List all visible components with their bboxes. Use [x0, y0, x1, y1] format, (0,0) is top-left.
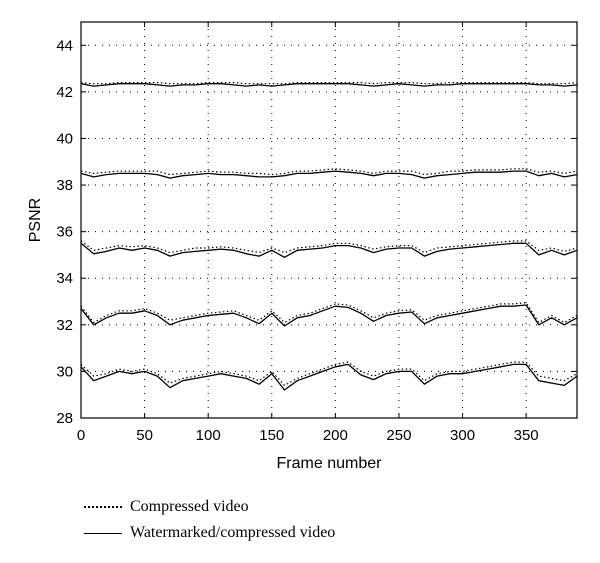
y-tick-label: 36	[56, 224, 73, 241]
y-axis-title: PSNR	[27, 198, 44, 242]
x-axis-title: Frame number	[277, 455, 383, 472]
grid-lines	[81, 22, 577, 418]
y-tick-label: 40	[56, 130, 73, 147]
x-tick-label: 300	[450, 427, 475, 444]
legend-swatch-solid	[84, 532, 122, 534]
legend-swatch-dotted	[84, 506, 122, 508]
y-tick-label: 32	[56, 317, 73, 334]
legend-entry-watermarked: Watermarked/compressed video	[84, 520, 335, 546]
legend-label: Compressed video	[130, 498, 249, 515]
y-tick-label: 34	[56, 270, 73, 287]
x-tick-labels: 0 50 100 150 200 250 300 350	[77, 427, 539, 444]
x-tick-label: 100	[196, 427, 221, 444]
series-level-5-watermarked	[80, 363, 578, 391]
series-level-4-watermarked	[80, 304, 578, 327]
series-level-2-watermarked	[80, 170, 578, 179]
series-layer	[80, 81, 578, 391]
series-level-3-compressed	[80, 240, 578, 254]
x-tick-label: 350	[514, 427, 539, 444]
x-tick-label: 200	[323, 427, 348, 444]
y-tick-label: 38	[56, 177, 73, 194]
axis-ticks	[80, 22, 577, 419]
y-tick-labels: 28 30 32 34 36 38 40 42 44	[56, 37, 73, 427]
y-tick-label: 42	[56, 84, 73, 101]
legend-entry-compressed: Compressed video	[84, 494, 335, 520]
series-level-2-compressed	[80, 168, 578, 176]
y-tick-label: 28	[56, 410, 73, 427]
y-tick-label: 30	[56, 363, 73, 380]
psnr-line-chart: 0 50 100 150 200 250 300 350 28 30 32 34 36 38 40 42 44…	[27, 21, 578, 472]
x-tick-label: 250	[386, 427, 411, 444]
plot-area-frame	[80, 21, 578, 419]
series-level-3-watermarked	[80, 242, 578, 258]
series-level-5-compressed	[80, 361, 578, 386]
x-tick-label: 150	[259, 427, 284, 444]
series-level-1-compressed	[80, 81, 578, 85]
legend-label: Watermarked/compressed video	[130, 524, 336, 541]
x-tick-label: 50	[136, 427, 153, 444]
series-level-1-watermarked	[80, 83, 578, 87]
x-tick-label: 0	[77, 427, 85, 444]
y-tick-label: 44	[56, 37, 73, 54]
legend: Compressed video Watermarked/compressed …	[84, 494, 335, 546]
